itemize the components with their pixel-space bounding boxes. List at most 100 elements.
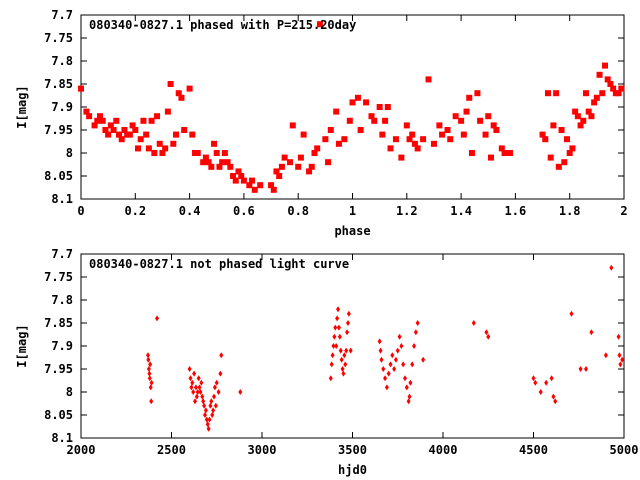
plot1-data-point bbox=[542, 136, 549, 143]
plot1-data-point bbox=[110, 127, 117, 133]
plot1-data-point bbox=[553, 90, 560, 97]
plot2-data-point bbox=[412, 343, 417, 349]
plot1-data-point bbox=[349, 99, 356, 106]
plot1-data-point bbox=[102, 127, 109, 133]
plot1-data-point bbox=[257, 182, 264, 189]
plot2-data-point bbox=[196, 375, 201, 382]
plot1-data-point bbox=[580, 117, 587, 124]
plot1-data-point bbox=[121, 127, 128, 133]
plot1-data-point bbox=[610, 85, 617, 92]
plot2-data-point bbox=[194, 393, 199, 400]
plot1-data-point bbox=[333, 108, 340, 115]
plot2-data-point bbox=[200, 393, 205, 400]
plot2-data-point bbox=[187, 366, 192, 372]
plot2-ytick-label: 7.75 bbox=[44, 270, 73, 284]
plot2-data-point bbox=[603, 352, 608, 359]
plot2-data-point bbox=[342, 352, 347, 359]
plot1-data-point bbox=[596, 71, 603, 78]
plot1-data-point bbox=[439, 131, 446, 138]
plot1-data-point bbox=[569, 145, 576, 152]
plot2-data-point bbox=[336, 306, 341, 313]
plot1-data-point bbox=[107, 122, 114, 129]
plot1-xtick-label: 0.8 bbox=[287, 204, 309, 218]
plot1-data-point bbox=[175, 90, 182, 97]
plot1-data-point bbox=[572, 108, 579, 115]
plot1-data-point bbox=[278, 163, 285, 170]
plot2-ytick-label: 8 bbox=[66, 385, 73, 399]
plot1-data-point bbox=[97, 113, 104, 120]
plot1-data-point bbox=[314, 145, 321, 152]
plot2-data-point bbox=[328, 375, 333, 382]
plot2-data-point bbox=[336, 324, 341, 331]
plot1-data-point bbox=[482, 131, 489, 138]
plot2-data-point bbox=[195, 389, 200, 395]
plot1-data-point bbox=[384, 104, 391, 110]
plot2-xlabel: hjd0 bbox=[338, 463, 367, 477]
plot1-data-point bbox=[363, 99, 370, 106]
plot1-data-point bbox=[273, 168, 280, 175]
plot2-data-point bbox=[381, 366, 386, 372]
plot2-data-point bbox=[404, 384, 409, 391]
plot2-xtick-label: 4000 bbox=[429, 443, 458, 457]
plot1-data-point bbox=[561, 159, 568, 166]
phased-light-curve-plot: phase I[mag] 0 0.2 0.4 0.6 0.8 1 1.2 1.4 1.6 1.8 2… bbox=[15, 8, 628, 238]
plot2-data-point bbox=[193, 384, 198, 391]
plot1-data-point bbox=[452, 113, 459, 120]
plot1-data-point bbox=[447, 136, 454, 143]
unphased-light-curve-plot: hjd0 I[mag] 2000 2500 3000 3500 4000 4500 5000… bbox=[15, 247, 638, 477]
plot2-data-point bbox=[192, 370, 197, 377]
plot1-data-point bbox=[216, 163, 223, 170]
plot2-data-point bbox=[204, 416, 209, 423]
plot1-data-point bbox=[113, 117, 120, 124]
plot2-data-point bbox=[199, 379, 204, 386]
plot1-data-point bbox=[398, 154, 405, 161]
plot1-data-point bbox=[325, 159, 332, 166]
plot2-xtick-label: 4500 bbox=[519, 443, 548, 457]
plot1-data-point bbox=[83, 108, 90, 115]
plot1-data-point bbox=[409, 131, 416, 138]
plot1-data-point bbox=[211, 140, 218, 147]
plot1-data-point bbox=[487, 154, 494, 161]
plot2-data-point bbox=[415, 320, 420, 326]
plot1-data-point bbox=[186, 85, 193, 92]
plot1-ytick-label: 8 bbox=[66, 146, 73, 160]
plot1-data-point bbox=[547, 154, 554, 161]
plot2-data-point bbox=[386, 370, 391, 377]
plot2-data-point bbox=[198, 389, 203, 395]
plot1-data-point bbox=[458, 117, 465, 124]
plot2-data-point bbox=[148, 361, 153, 368]
plot2-data-point bbox=[338, 347, 343, 354]
plot1-ytick-label: 7.85 bbox=[44, 77, 73, 91]
plot2-data-point bbox=[402, 375, 407, 382]
plot1-data-point bbox=[430, 140, 437, 147]
plot1-data-point bbox=[341, 136, 348, 143]
plot1-data-point bbox=[582, 90, 589, 97]
plot2-data-point bbox=[332, 333, 337, 340]
plot1-xlabel: phase bbox=[334, 224, 370, 238]
plot2-data-point bbox=[202, 402, 207, 409]
plot1-data-point bbox=[601, 62, 608, 69]
plot2-data-point bbox=[395, 347, 400, 354]
plot2-data-point bbox=[471, 320, 476, 326]
plot2-xtick-label: 3000 bbox=[248, 443, 277, 457]
plot1-data-point bbox=[132, 127, 139, 133]
plot2-data-point bbox=[569, 310, 574, 317]
plot1-data-point bbox=[425, 76, 432, 83]
plot1-data-point bbox=[311, 150, 318, 156]
plot1-ytick-label: 8.05 bbox=[44, 169, 73, 183]
plot2-data-point bbox=[210, 412, 215, 418]
plot2-data-point bbox=[149, 379, 154, 386]
plot2-data-point bbox=[330, 352, 335, 359]
plot1-data-point bbox=[178, 94, 185, 101]
plot1-ytick-label: 8.1 bbox=[51, 192, 73, 206]
plot1-data-point bbox=[281, 154, 288, 161]
plot1-data-point bbox=[202, 154, 209, 161]
plot2-data-point bbox=[201, 398, 206, 405]
plot1-data-point bbox=[563, 136, 570, 143]
plot2-data-point bbox=[218, 370, 223, 377]
plot1-xtick-label: 0.2 bbox=[124, 204, 146, 218]
plot1-data-point bbox=[86, 113, 93, 120]
plot1-data-point bbox=[485, 113, 492, 120]
plot1-data-point bbox=[379, 131, 386, 138]
